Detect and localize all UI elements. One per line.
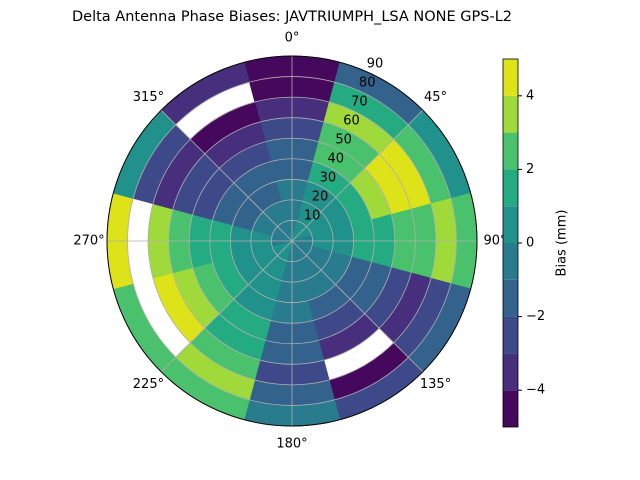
angular-tick-label: 135° <box>420 377 451 392</box>
colorbar-tick-label: 2 <box>526 162 534 177</box>
colorbar-tick-label: 0 <box>526 236 534 251</box>
polar-frame <box>106 55 478 427</box>
angular-tick-label: 270° <box>73 234 104 249</box>
angular-grid-line <box>160 240 293 373</box>
chart-title: Delta Antenna Phase Biases: JAVTRIUMPH_L… <box>72 9 512 25</box>
angular-tick-label: 90° <box>483 234 506 249</box>
colorbar-band <box>503 132 518 170</box>
colorbar-band <box>503 316 518 354</box>
colorbar-band <box>503 353 518 391</box>
colorbar-band <box>503 390 518 427</box>
radial-tick-label: 80 <box>359 76 376 91</box>
angular-grid-line <box>291 240 424 373</box>
colorbar-band <box>503 206 518 243</box>
radial-tick-label: 50 <box>335 133 352 148</box>
angular-grid-line <box>160 109 293 242</box>
radial-tick-label: 40 <box>327 152 344 167</box>
angular-grid-line <box>291 109 424 242</box>
radial-tick-label: 90 <box>367 57 384 72</box>
radial-tick-label: 10 <box>304 209 321 224</box>
colorbar-tick-label: −4 <box>526 383 545 398</box>
colorbar-band <box>503 59 518 96</box>
radial-tick-label: 60 <box>343 114 360 129</box>
colorbar-band <box>503 95 518 133</box>
angular-tick-label: 180° <box>276 437 307 452</box>
colorbar-tick-label: −2 <box>526 309 545 324</box>
angular-tick-label: 45° <box>424 90 447 105</box>
angular-tick-label: 225° <box>133 377 164 392</box>
radial-tick-label: 30 <box>320 171 337 186</box>
radial-tick-label: 70 <box>351 95 368 110</box>
colorbar-band <box>503 169 518 207</box>
colorbar-label: Bias (mm) <box>555 210 570 277</box>
angular-tick-label: 0° <box>285 31 300 46</box>
colorbar-band <box>503 279 518 317</box>
angular-tick-label: 315° <box>133 90 164 105</box>
colorbar-tick-label: 4 <box>526 88 534 103</box>
radial-tick-label: 20 <box>312 190 329 205</box>
colorbar-band <box>503 243 518 280</box>
